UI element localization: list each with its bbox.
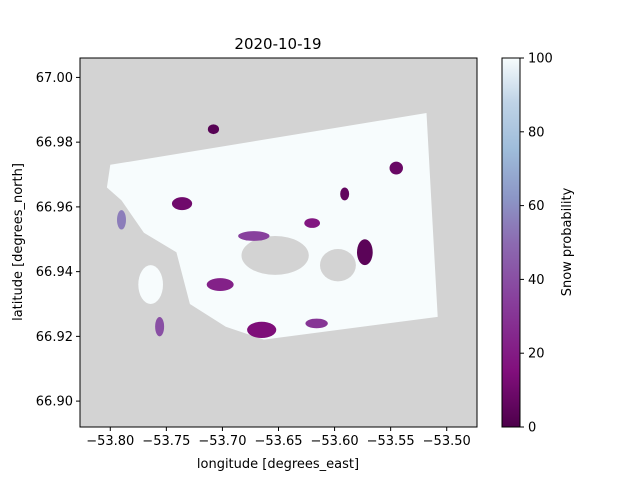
low-probability-patch [357,239,373,266]
x-axis-label: longitude [degrees_east] [197,457,359,472]
low-probability-patch [171,197,193,211]
plot-area [79,57,478,428]
x-tick-label: −53.65 [254,434,302,449]
x-tick-label: −53.75 [142,434,190,449]
low-probability-patch [389,161,403,175]
colorbar-tick-label: 40 [528,273,545,288]
low-probability-patch [207,124,220,135]
y-axis: 66.90 66.92 66.94 66.96 66.98 67.00 [36,71,80,410]
x-tick-label: −53.50 [423,434,471,449]
low-probability-patch [340,187,350,201]
colorbar-gradient [501,57,521,428]
colorbar-tick-label: 60 [528,199,545,214]
map-layer [106,113,438,340]
colorbar-label: Snow probability [560,187,575,296]
low-probability-patch [305,318,328,329]
x-tick-label: −53.60 [311,434,359,449]
x-tick-label: −53.55 [367,434,415,449]
colorbar-ticks: 0 20 40 60 80 100 [520,52,553,436]
x-axis: −53.80 −53.75 −53.70 −53.65 −53.60 −53.55 −53.… [86,427,471,449]
colorbar-tick-label: 20 [528,347,545,362]
colorbar-tick-label: 80 [528,125,545,140]
y-tick-label: 66.90 [36,395,73,410]
y-axis-label: latitude [degrees_north] [11,163,26,321]
low-probability-patch [304,218,320,228]
y-tick-label: 67.00 [36,71,73,86]
y-tick-label: 66.96 [36,200,73,215]
x-tick-label: −53.80 [86,434,134,449]
low-probability-patch [238,231,270,241]
colorbar: 0 20 40 60 80 100 Snow probability [501,52,575,436]
colorbar-tick-label: 0 [528,421,536,436]
y-tick-label: 66.94 [36,265,73,280]
low-probability-patch [117,210,126,230]
y-tick-label: 66.98 [36,136,73,151]
fjord-water [319,248,356,282]
low-probability-patch [155,316,165,337]
colorbar-tick-label: 100 [528,52,553,67]
y-tick-label: 66.92 [36,330,73,345]
x-tick-label: −53.70 [198,434,246,449]
chart-title: 2020-10-19 [234,35,321,53]
low-probability-patch [206,278,234,292]
fjord-water [241,236,309,275]
low-probability-patch [247,321,277,338]
snow-swath [106,113,438,340]
snow-island [138,265,163,304]
